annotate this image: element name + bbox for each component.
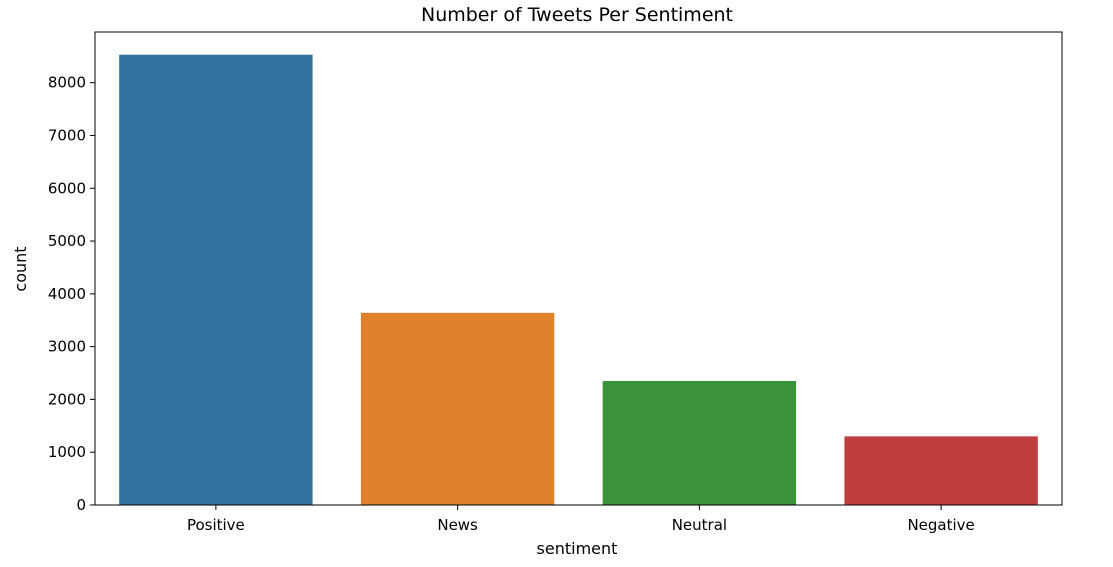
chart-title: Number of Tweets Per Sentiment	[421, 4, 733, 26]
y-axis-label: count	[11, 246, 30, 291]
x-tick-label: Neutral	[672, 516, 727, 534]
x-tick-label: Negative	[907, 516, 974, 534]
y-tick-label: 7000	[48, 126, 86, 144]
bar-positive	[119, 54, 313, 506]
bar-news	[360, 312, 555, 505]
y-tick-label: 5000	[48, 232, 86, 250]
y-tick-label: 3000	[48, 338, 86, 356]
y-tick-label: 8000	[48, 74, 86, 92]
y-tick-label: 4000	[48, 285, 86, 303]
x-axis-label: sentiment	[537, 539, 618, 558]
y-tick-label: 1000	[48, 443, 86, 461]
x-tick-label: Positive	[187, 516, 245, 534]
plot-area: Positive News Neutral Negative 0 1000 2000 3000…	[48, 54, 1038, 534]
x-tick-label: News	[437, 516, 478, 534]
bar-neutral	[602, 380, 797, 505]
y-tick-label: 6000	[48, 179, 86, 197]
y-tick-label: 2000	[48, 390, 86, 408]
bar-negative	[844, 436, 1038, 505]
plot-frame	[94, 31, 1063, 506]
y-tick-label: 0	[76, 496, 86, 514]
